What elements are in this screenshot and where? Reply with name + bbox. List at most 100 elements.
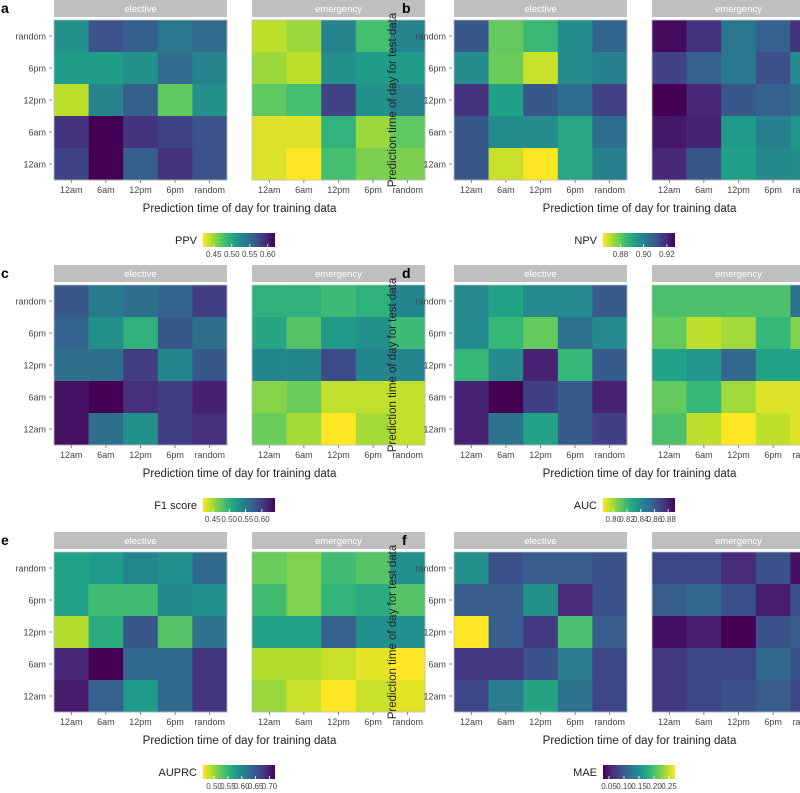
heatmap-cell: [523, 148, 559, 181]
heatmap-cell: [488, 584, 524, 617]
y-tick-label: 6am: [428, 393, 446, 403]
heatmap-cell: [755, 84, 791, 117]
heatmap-cell: [321, 349, 357, 382]
heatmap-cell: [488, 616, 524, 649]
heatmap-cell: [454, 584, 489, 617]
heatmap-cell: [355, 116, 391, 149]
facet-label: emergency: [715, 536, 762, 547]
heatmap-cell: [54, 52, 89, 85]
heatmap-cell: [88, 552, 124, 585]
heatmap-cell: [755, 413, 791, 446]
heatmap-cell: [790, 552, 800, 585]
heatmap-cell: [592, 20, 628, 53]
heatmap-cell: [157, 616, 193, 649]
heatmap-cell: [755, 349, 791, 382]
panel-c: cPrediction time of day for test dataran…: [1, 265, 426, 524]
colorbar-tick-label: 0.60: [260, 250, 276, 259]
heatmap-cell: [321, 317, 357, 350]
heatmap-cell: [488, 552, 524, 585]
heatmap-cell: [790, 349, 800, 382]
heatmap-cell: [123, 584, 159, 617]
heatmap-cell: [454, 552, 489, 585]
heatmap-cell: [592, 317, 628, 350]
heatmap-cell: [721, 648, 757, 681]
heatmap-cell: [54, 148, 89, 181]
heatmap-cell: [652, 116, 687, 149]
heatmap-cell: [355, 317, 391, 350]
x-tick-label: 12am: [60, 717, 83, 727]
heatmap-cell: [88, 317, 124, 350]
heatmap-cell: [592, 148, 628, 181]
y-tick-label: 12pm: [423, 361, 446, 371]
colorbar-tick-label: 0.60: [234, 782, 250, 791]
heatmap-cell: [790, 20, 800, 53]
x-tick-label: 6am: [295, 185, 313, 195]
heatmap-cell: [454, 148, 489, 181]
heatmap-cell: [192, 84, 228, 117]
x-tick-label: 12am: [658, 185, 681, 195]
heatmap-cell: [454, 84, 489, 117]
x-tick-label: 12pm: [129, 185, 152, 195]
heatmap-cell: [557, 148, 593, 181]
heatmap-cell: [686, 349, 722, 382]
heatmap-cell: [592, 680, 628, 713]
panel-letter: e: [1, 532, 9, 548]
y-tick-label: 6am: [28, 128, 46, 138]
colorbar: [603, 765, 675, 779]
facet-label: emergency: [315, 536, 362, 547]
heatmap-cell: [192, 584, 228, 617]
heatmap-cell: [390, 584, 426, 617]
heatmap-cell: [88, 413, 124, 446]
x-tick-label: 6pm: [166, 185, 184, 195]
legend-title: F1 score: [154, 500, 197, 512]
heatmap-cell: [123, 52, 159, 85]
x-tick-label: 12am: [460, 717, 483, 727]
heatmap-cell: [252, 84, 287, 117]
x-tick-label: 6pm: [566, 185, 584, 195]
y-axis-title: Prediction time of day for test data: [387, 277, 399, 452]
x-tick-label: 12pm: [727, 185, 750, 195]
y-tick-label: 6am: [428, 128, 446, 138]
colorbar-tick-label: 0.55: [220, 782, 236, 791]
legend-title: MAE: [573, 767, 597, 779]
colorbar-tick-label: 0.65: [248, 782, 264, 791]
heatmap-cell: [321, 285, 357, 318]
heatmap-cell: [686, 680, 722, 713]
heatmap-cell: [192, 552, 228, 585]
heatmap-cell: [721, 349, 757, 382]
heatmap-cell: [88, 116, 124, 149]
heatmap-cell: [557, 349, 593, 382]
y-tick-label: 6am: [28, 393, 46, 403]
x-tick-label: random: [792, 717, 800, 727]
heatmap-cell: [790, 616, 800, 649]
heatmap-cell: [252, 680, 287, 713]
x-tick-label: 12am: [258, 717, 281, 727]
legend-title: PPV: [175, 235, 198, 247]
heatmap-cell: [523, 648, 559, 681]
heatmap-cell: [488, 680, 524, 713]
facet-label: elective: [124, 269, 156, 280]
heatmap-cell: [721, 285, 757, 318]
heatmap-cell: [88, 381, 124, 414]
x-tick-label: 6am: [497, 717, 515, 727]
heatmap-cell: [523, 584, 559, 617]
x-axis-title: Prediction time of day for training data: [143, 203, 337, 215]
heatmap-cell: [157, 52, 193, 85]
heatmap-cell: [123, 680, 159, 713]
heatmap-cell: [54, 349, 89, 382]
heatmap-cell: [390, 148, 426, 181]
heatmap-cell: [390, 552, 426, 585]
heatmap-cell: [123, 116, 159, 149]
heatmap-cell: [390, 285, 426, 318]
x-tick-label: 12am: [460, 450, 483, 460]
heatmap-cell: [790, 413, 800, 446]
x-tick-label: 12pm: [727, 450, 750, 460]
heatmap-cell: [652, 413, 687, 446]
facet-strip: [652, 265, 800, 282]
y-tick-label: 12pm: [23, 96, 46, 106]
heatmap-cell: [592, 52, 628, 85]
heatmap-cell: [88, 648, 124, 681]
heatmap-cell: [790, 317, 800, 350]
